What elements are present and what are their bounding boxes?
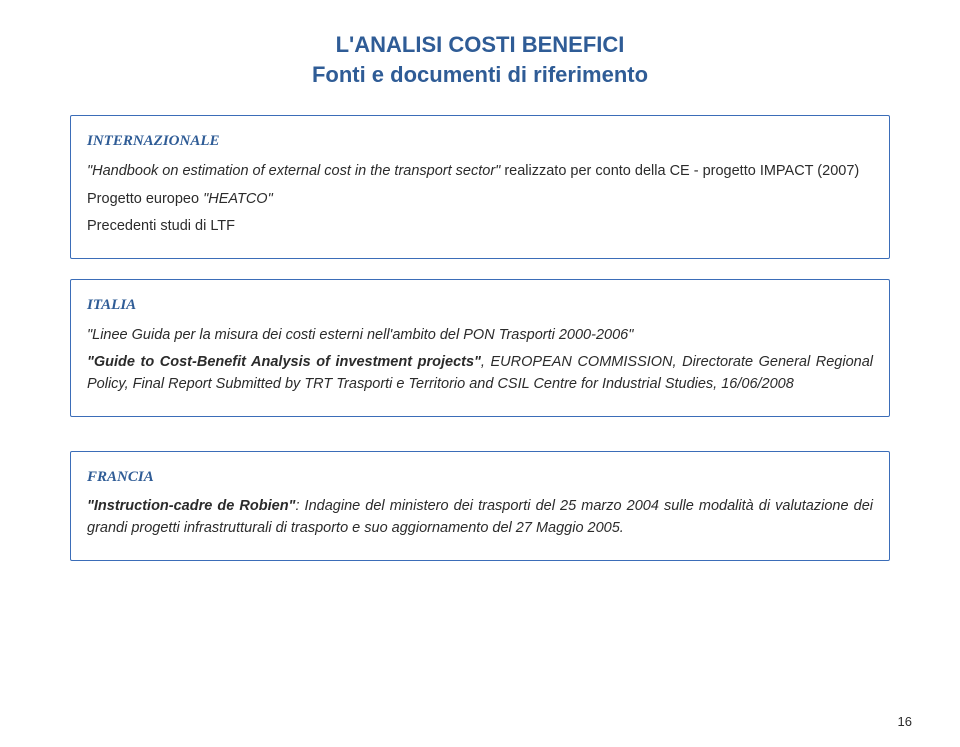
box3-p1-bold: "Instruction-cadre de Robien" [87,498,295,514]
box3-p1: "Instruction-cadre de Robien": Indagine … [87,496,873,540]
box2-p2-bold: "Guide to Cost-Benefit Analysis of inves… [87,354,481,370]
box-francia: FRANCIA "Instruction-cadre de Robien": I… [70,451,890,561]
box2-p2: "Guide to Cost-Benefit Analysis of inves… [87,352,873,396]
box1-p2-italic: "HEATCO" [203,191,273,207]
box2-p1: "Linee Guida per la misura dei costi est… [87,325,873,347]
title-line-2: Fonti e documenti di riferimento [70,60,890,90]
title-block: L'ANALISI COSTI BENEFICI Fonti e documen… [70,30,890,89]
box1-p1-rest: realizzato per conto della CE - progetto… [504,163,859,179]
box1-p2: Progetto europeo "HEATCO" [87,189,873,211]
slide-page: L'ANALISI COSTI BENEFICI Fonti e documen… [0,0,960,747]
title-line-1: L'ANALISI COSTI BENEFICI [70,30,890,60]
box-italia: ITALIA "Linee Guida per la misura dei co… [70,279,890,417]
box1-p3: Precedenti studi di LTF [87,216,873,238]
box1-p2-pre: Progetto europeo [87,191,203,207]
box1-p1: "Handbook on estimation of external cost… [87,161,873,183]
box1-heading: INTERNAZIONALE [87,130,873,153]
box3-heading: FRANCIA [87,466,873,489]
box2-heading: ITALIA [87,294,873,317]
box-internazionale: INTERNAZIONALE "Handbook on estimation o… [70,115,890,259]
page-number: 16 [898,714,912,729]
box1-p1-italic: "Handbook on estimation of external cost… [87,163,504,179]
